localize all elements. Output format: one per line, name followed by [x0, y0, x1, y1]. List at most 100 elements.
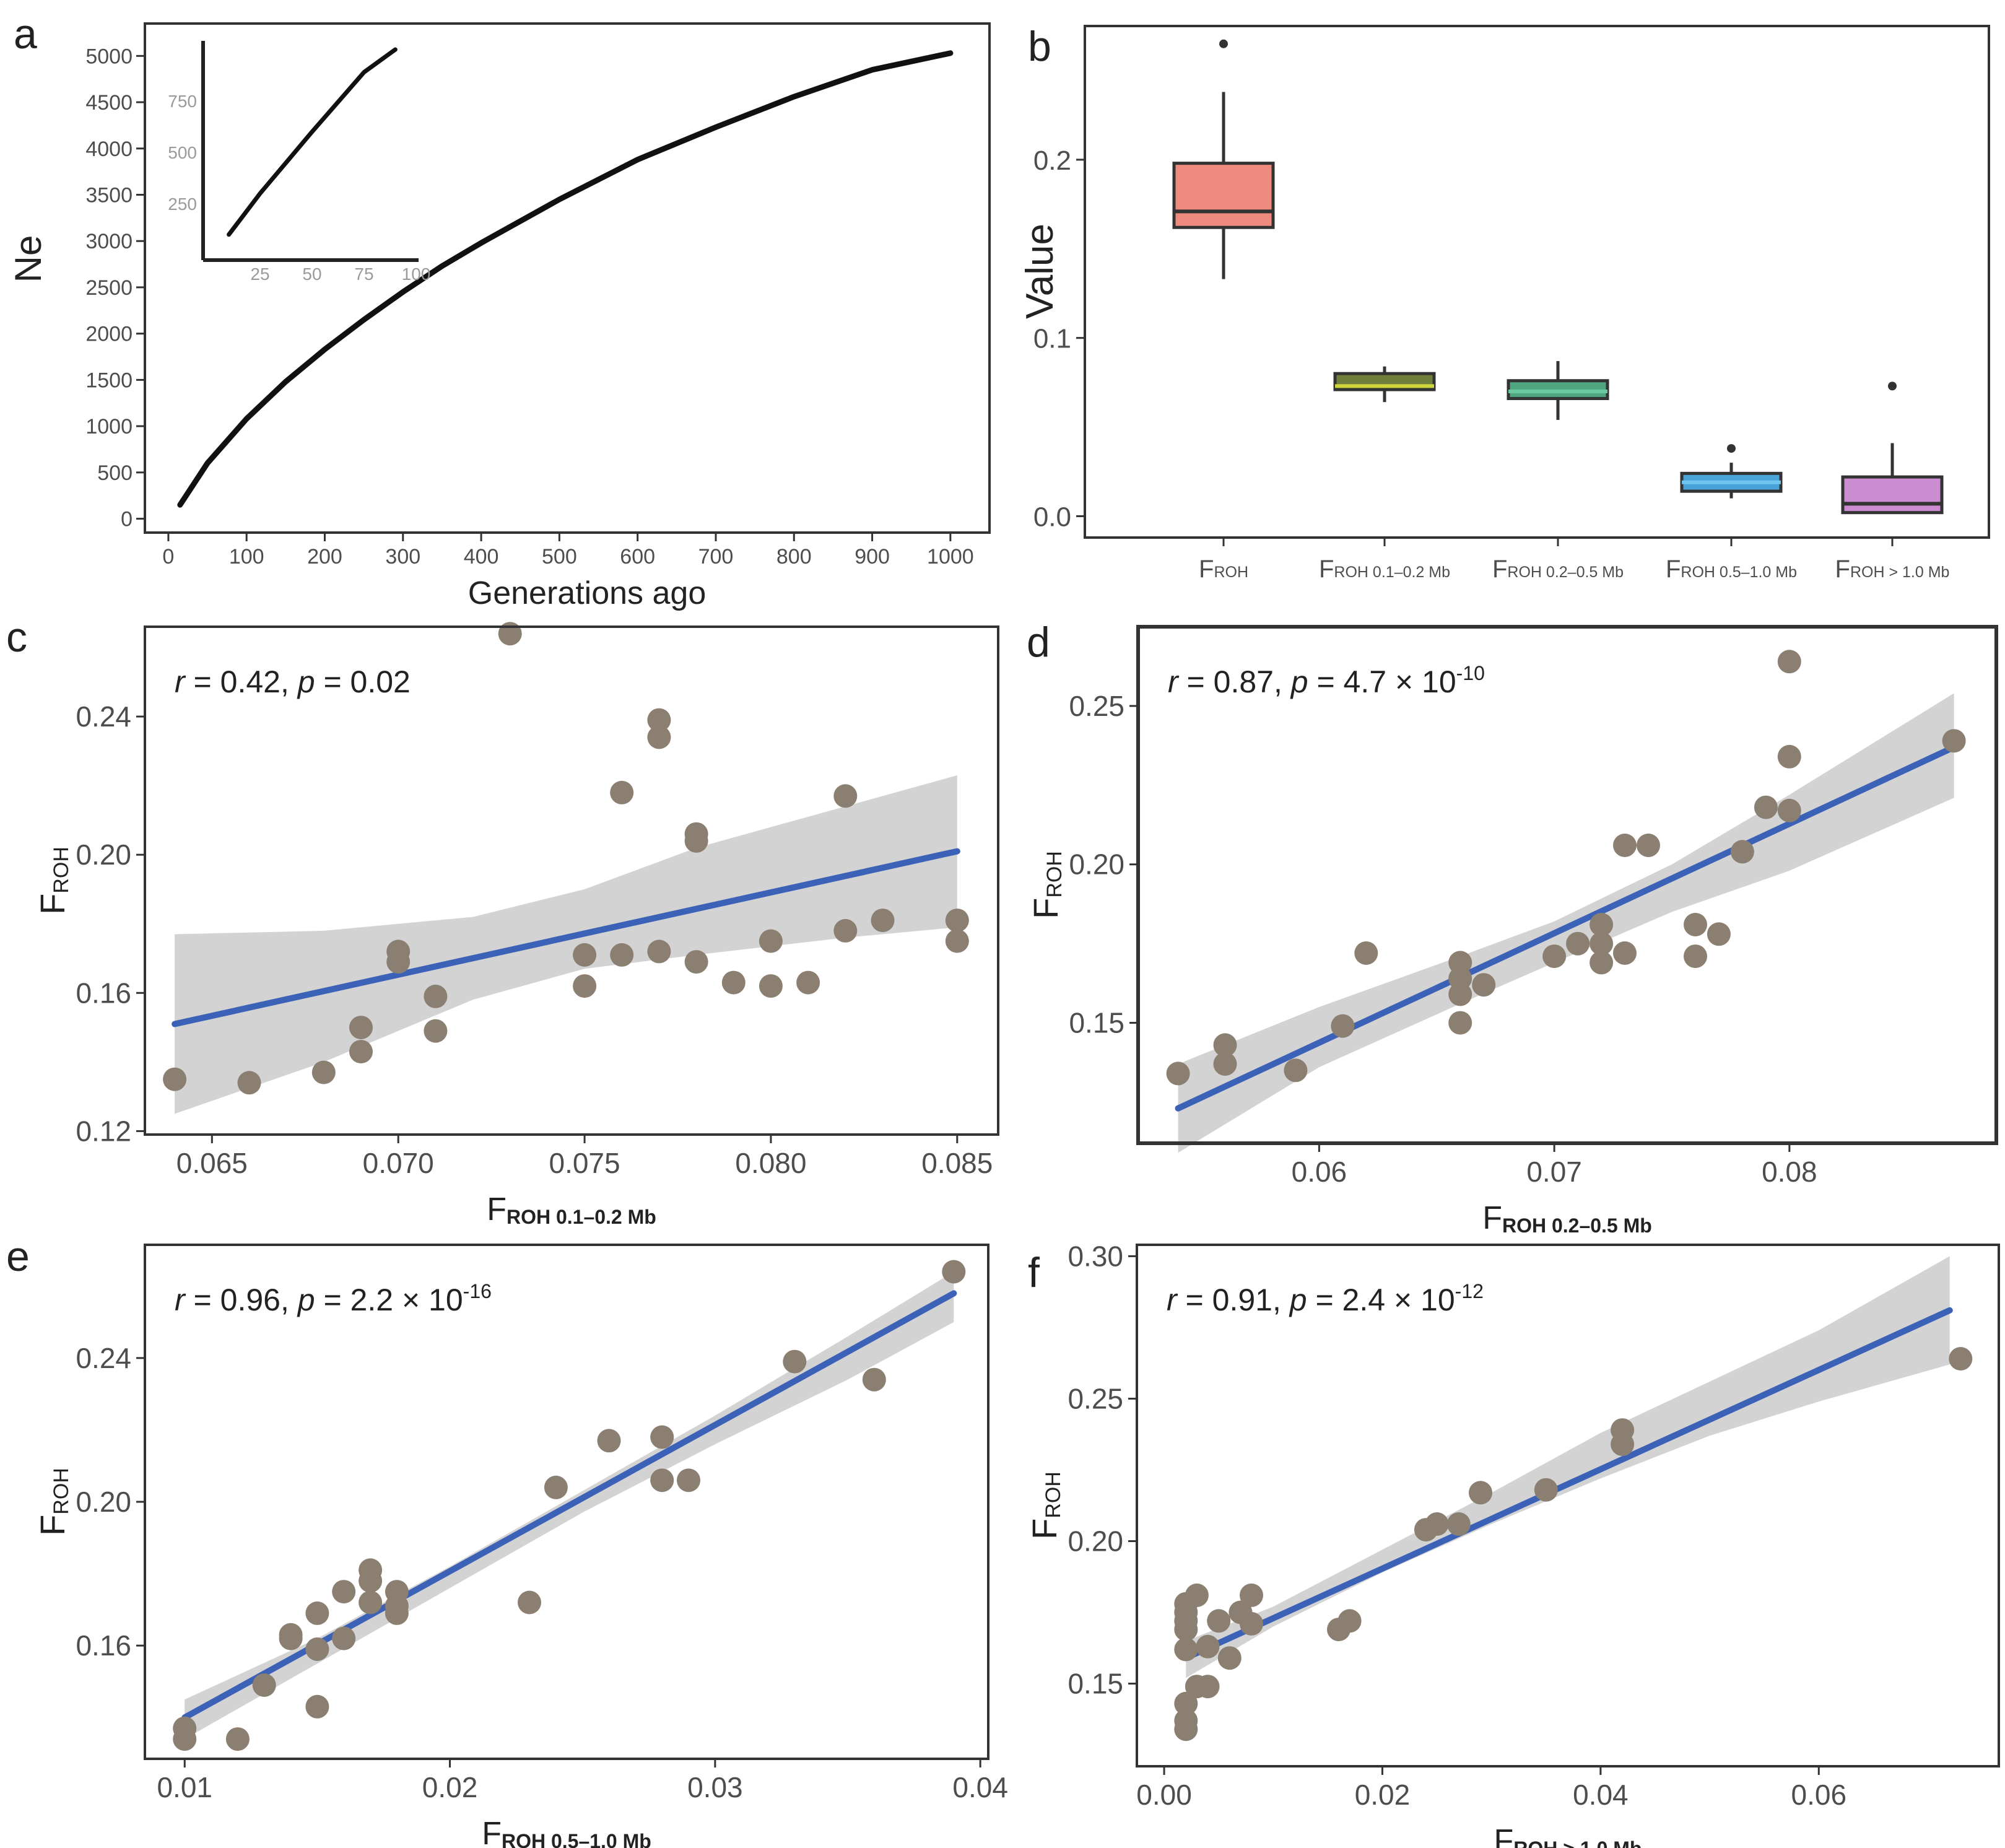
panel-d-scatter: 0.06 0.07 0.08 0.15 0.20 0.25 r = 0.87, p = 4.… — [1026, 625, 1998, 1237]
annotation-r: r — [175, 665, 186, 699]
regression-line — [172, 848, 960, 1027]
y-tick-label: 0.20 — [1069, 848, 1124, 881]
inset-y-tick-label: 750 — [168, 92, 197, 111]
panel-e-scatter: 0.01 0.02 0.03 0.04 0.16 0.20 0.24 r = 0.96, p … — [33, 1244, 1008, 1848]
data-point — [349, 1016, 373, 1040]
correlation-annotation: r = 0.42, p = 0.02 — [175, 665, 411, 699]
data-point — [225, 1727, 250, 1751]
y-tick-label: 0.20 — [76, 839, 131, 871]
y-label-sub: ROH — [1042, 1471, 1065, 1519]
panel-a-x-ticks: 0 100 200 300 400 500 600 700 800 900 1000 — [162, 533, 974, 569]
data-point — [1446, 1512, 1471, 1536]
data-point — [610, 943, 634, 967]
data-point — [1613, 941, 1637, 965]
ne-curve — [177, 50, 954, 508]
data-point — [684, 950, 708, 974]
data-point — [173, 1727, 197, 1751]
category-sub: ROH 0.1–0.2 Mb — [1334, 564, 1450, 581]
data-point — [1472, 973, 1496, 997]
data-point — [1240, 1611, 1263, 1636]
x-category-label: FROH 0.5–1.0 Mb — [1666, 556, 1797, 583]
y-tick-label: 0.16 — [76, 977, 131, 1009]
x-tick-label: 0.070 — [363, 1147, 434, 1179]
x-category-label: FROH > 1.0 Mb — [1835, 556, 1950, 583]
y-tick-label: 5000 — [85, 45, 133, 68]
data-point — [1425, 1512, 1449, 1536]
data-point — [1684, 913, 1707, 936]
y-label-main: F — [1026, 898, 1065, 919]
data-point — [1337, 1609, 1362, 1633]
data-point — [1174, 1709, 1198, 1733]
data-point — [1754, 795, 1778, 819]
data-point — [721, 970, 746, 995]
annotation-r-value: = 0.96, — [185, 1283, 298, 1317]
data-point — [796, 970, 820, 995]
x-tick-label: 0.075 — [549, 1147, 620, 1179]
data-point — [1590, 951, 1614, 975]
x-tick-label: 0.085 — [921, 1147, 993, 1179]
y-label-main: F — [1025, 1519, 1064, 1540]
panel-letter-b: b — [1028, 23, 1051, 70]
annotation-exponent: -10 — [1456, 662, 1485, 684]
box-1 — [1172, 39, 1275, 279]
x-tick-label: 700 — [698, 545, 734, 569]
category-main: F — [1492, 556, 1507, 583]
data-point — [1213, 1033, 1237, 1057]
y-tick-label: 500 — [97, 461, 133, 485]
y-label-sub: ROH — [50, 1468, 73, 1515]
y-tick-label: 0.0 — [1033, 502, 1071, 532]
data-point — [1777, 650, 1801, 674]
data-point — [1542, 944, 1567, 969]
annotation-p: p — [1289, 1283, 1307, 1317]
panel-letter-a: a — [14, 11, 37, 58]
data-point — [1448, 1011, 1472, 1035]
annotation-r: r — [1167, 1283, 1178, 1317]
y-tick-label: 0.24 — [76, 1342, 131, 1374]
y-tick-label: 2500 — [85, 276, 133, 300]
x-tick-label: 0.080 — [735, 1147, 806, 1179]
data-point — [1684, 944, 1707, 969]
inset-x-tick-label: 75 — [354, 264, 373, 284]
panel-a-frame — [144, 22, 991, 534]
data-point — [1613, 834, 1637, 857]
panel-letter-f: f — [1028, 1249, 1040, 1296]
data-point — [1354, 941, 1378, 965]
data-point — [518, 1590, 541, 1615]
x-tick-label: 0.02 — [1355, 1779, 1411, 1811]
x-axis-label: FROH 0.1–0.2 Mb — [487, 1192, 656, 1228]
y-axis-label: FROH — [1026, 851, 1066, 919]
x-tick-label: 300 — [385, 545, 420, 569]
data-point — [305, 1694, 329, 1719]
x-label-sub: ROH 0.1–0.2 Mb — [507, 1206, 656, 1228]
data-point — [544, 1475, 568, 1499]
data-point — [279, 1626, 303, 1650]
annotation-p-value: = 2.4 × 10 — [1307, 1283, 1455, 1317]
inset-y-tick-label: 250 — [168, 194, 197, 214]
data-point — [311, 1060, 336, 1084]
x-tick-label: 0.065 — [176, 1147, 248, 1179]
data-point — [1637, 834, 1660, 857]
y-tick-label: 0.15 — [1069, 1007, 1124, 1039]
data-point — [1777, 798, 1801, 822]
data-point — [1448, 982, 1472, 1006]
box-outlier — [1727, 444, 1736, 453]
y-axis-label: FROH — [33, 1468, 73, 1536]
category-sub: ROH > 1.0 Mb — [1850, 564, 1949, 581]
x-tick-label: 900 — [855, 545, 890, 569]
panel-a-x-label: Generations ago — [468, 575, 707, 611]
x-tick-label: 200 — [307, 545, 342, 569]
x-label-sub: ROH 0.2–0.5 Mb — [1502, 1214, 1652, 1237]
x-category-label: FROH — [1199, 556, 1248, 583]
y-tick-label: 0.15 — [1068, 1668, 1123, 1700]
y-tick-label: 0.25 — [1069, 690, 1124, 722]
category-main: F — [1666, 556, 1681, 583]
y-tick-label: 4000 — [85, 137, 133, 161]
y-tick-label: 0 — [121, 508, 133, 531]
data-point — [1207, 1609, 1231, 1633]
x-label-main: F — [487, 1192, 507, 1227]
panel-c-scatter: 0.065 0.070 0.075 0.080 0.085 0.12 0.16 0.20 0.2… — [33, 622, 999, 1228]
y-tick-label: 0.24 — [76, 700, 131, 733]
x-tick-label: 0.01 — [157, 1771, 212, 1803]
y-tick-label: 2000 — [85, 323, 133, 346]
inset-ne-curve — [227, 47, 398, 237]
